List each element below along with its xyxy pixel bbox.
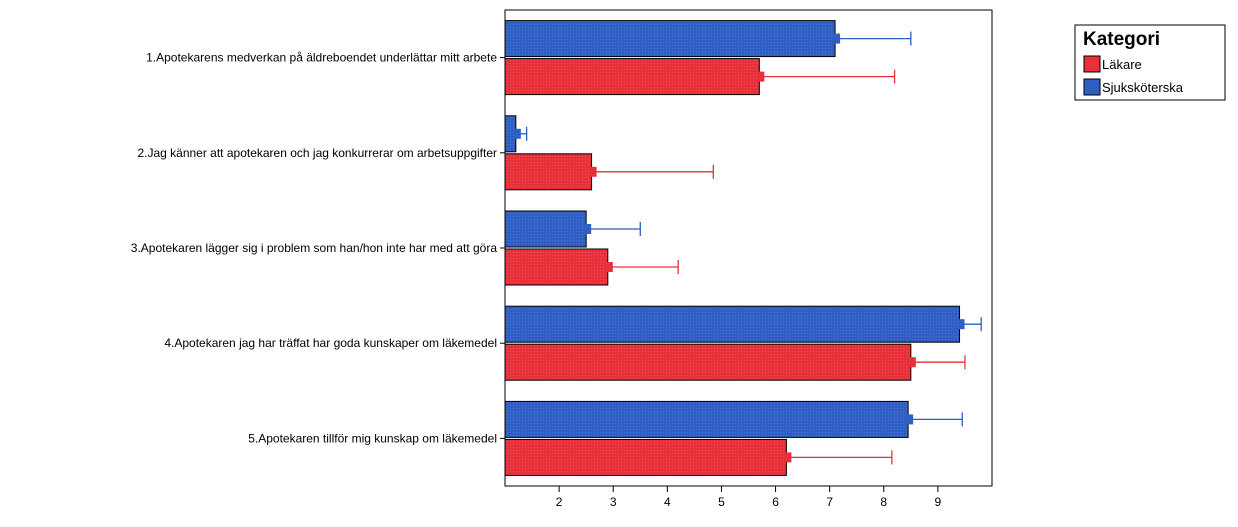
x-tick-label: 5	[718, 495, 725, 509]
category-label: 1.Apotekarens medverkan på äldreboendet …	[146, 51, 497, 65]
bar-lakare	[504, 343, 912, 381]
mean-marker-sjukskoterska	[513, 128, 521, 139]
mean-marker-lakare	[589, 166, 597, 177]
legend-label-sjukskoterska: Sjuksköterska	[1102, 80, 1184, 95]
bar-sjukskoterska	[504, 305, 961, 343]
legend-swatch-lakare	[1083, 55, 1101, 73]
bars-layer	[504, 20, 982, 476]
mean-marker-sjukskoterska	[906, 414, 914, 425]
category-label: 5.Apotekaren tillför mig kunskap om läke…	[248, 431, 497, 445]
legend-swatch-sjukskoterska	[1083, 78, 1101, 96]
legend-title: Kategori	[1083, 29, 1160, 50]
mean-marker-lakare	[784, 452, 792, 463]
bar-sjukskoterska	[504, 20, 836, 58]
legend-label-lakare: Läkare	[1102, 57, 1142, 72]
x-tick-label: 6	[772, 495, 779, 509]
x-tick-label: 4	[664, 495, 671, 509]
x-tick-label: 8	[880, 495, 887, 509]
bar-lakare	[504, 248, 609, 286]
bar-sjukskoterska	[504, 400, 909, 438]
mean-marker-lakare	[908, 357, 916, 368]
mean-marker-lakare	[757, 71, 765, 82]
mean-marker-sjukskoterska	[833, 33, 841, 44]
category-labels: 1.Apotekarens medverkan på äldreboendet …	[131, 51, 498, 446]
bar-sjukskoterska	[504, 210, 587, 248]
mean-marker-lakare	[605, 262, 613, 272]
bar-lakare	[504, 58, 760, 96]
category-label: 4.Apotekaren jag har träffat har goda ku…	[164, 336, 497, 350]
category-label: 3.Apotekaren lägger sig i problem som ha…	[131, 241, 498, 255]
x-tick-label: 2	[556, 495, 563, 509]
x-axis: 2 3 4 5 6 7 8 9	[500, 57, 942, 509]
mean-marker-sjukskoterska	[584, 224, 592, 234]
x-tick-label: 9	[935, 495, 942, 509]
x-tick-label: 3	[610, 495, 617, 509]
legend: Kategori Läkare Sjuksköterska	[1074, 24, 1226, 101]
x-tick-label: 7	[826, 495, 833, 509]
bar-lakare	[504, 438, 787, 476]
mean-marker-sjukskoterska	[957, 319, 965, 330]
category-label: 2.Jag känner att apotekaren och jag konk…	[137, 146, 497, 160]
bar-lakare	[504, 153, 593, 191]
